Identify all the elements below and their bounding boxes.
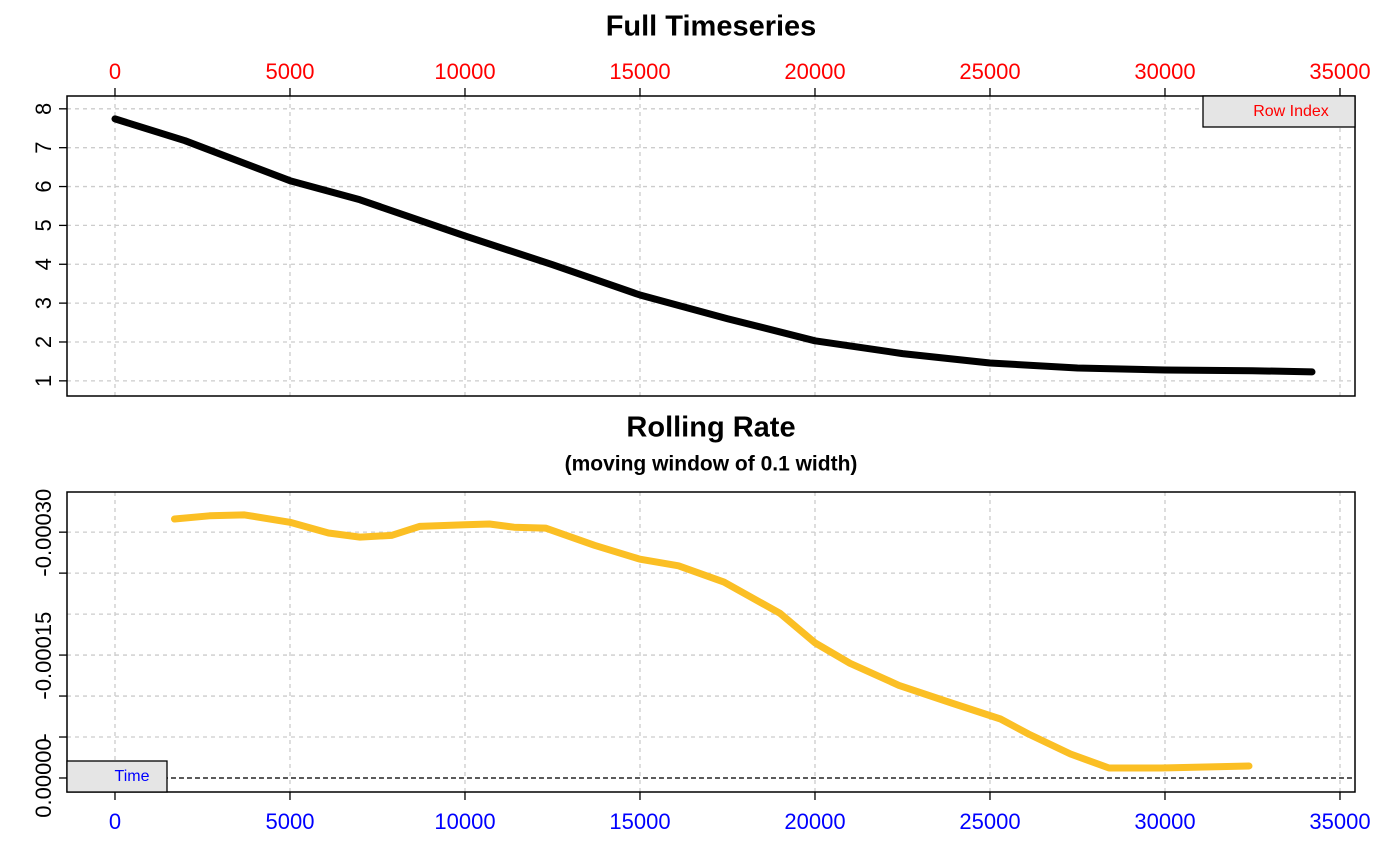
chart-title: Rolling Rate (626, 412, 795, 444)
axis-label-box (1202, 95, 1356, 128)
plot-frame (66, 491, 1356, 793)
x-axis-label: Row Index (1253, 103, 1329, 120)
x-tick-label: 0 (109, 809, 121, 834)
x-tick-label: 25000 (959, 809, 1020, 834)
x-tick-label: 35000 (1309, 809, 1370, 834)
x-tick-label: 35000 (1309, 59, 1370, 84)
y-tick-label: 6 (31, 180, 56, 192)
y-tick-label: 2 (31, 336, 56, 348)
y-tick-label: 3 (31, 297, 56, 309)
data-line (171, 511, 1253, 772)
x-tick-label: 5000 (266, 59, 315, 84)
x-tick-label: 20000 (784, 59, 845, 84)
y-tick-label: 4 (31, 258, 56, 270)
y-tick-label: 5 (31, 219, 56, 231)
x-tick-label: 25000 (959, 59, 1020, 84)
x-tick-label: 30000 (1134, 809, 1195, 834)
x-tick-label: 15000 (609, 59, 670, 84)
chart-title: Full Timeseries (606, 11, 817, 43)
x-tick-label: 5000 (266, 809, 315, 834)
x-tick-label: 20000 (784, 809, 845, 834)
chart-subtitle: (moving window of 0.1 width) (565, 453, 858, 476)
x-tick-label: 0 (109, 59, 121, 84)
x-axis-label: Time (115, 768, 150, 785)
y-tick-label: - (31, 569, 56, 576)
y-tick-label: -0.00015 (31, 612, 56, 699)
x-tick-label: 10000 (434, 59, 495, 84)
plot-frame (66, 95, 1356, 397)
data-line (111, 115, 1316, 376)
y-tick-label: 8 (31, 103, 56, 115)
x-tick-label: 10000 (434, 809, 495, 834)
y-tick-label: - (31, 733, 56, 740)
y-tick-label: 0.00000 (31, 738, 56, 818)
x-tick-label: 15000 (609, 809, 670, 834)
y-tick-label: 1 (31, 375, 56, 387)
y-tick-label: -0.00030 (31, 489, 56, 576)
x-tick-label: 30000 (1134, 59, 1195, 84)
y-tick-label: 7 (31, 142, 56, 154)
y-tick-label: - (31, 692, 56, 699)
axis-label-box (66, 760, 168, 793)
